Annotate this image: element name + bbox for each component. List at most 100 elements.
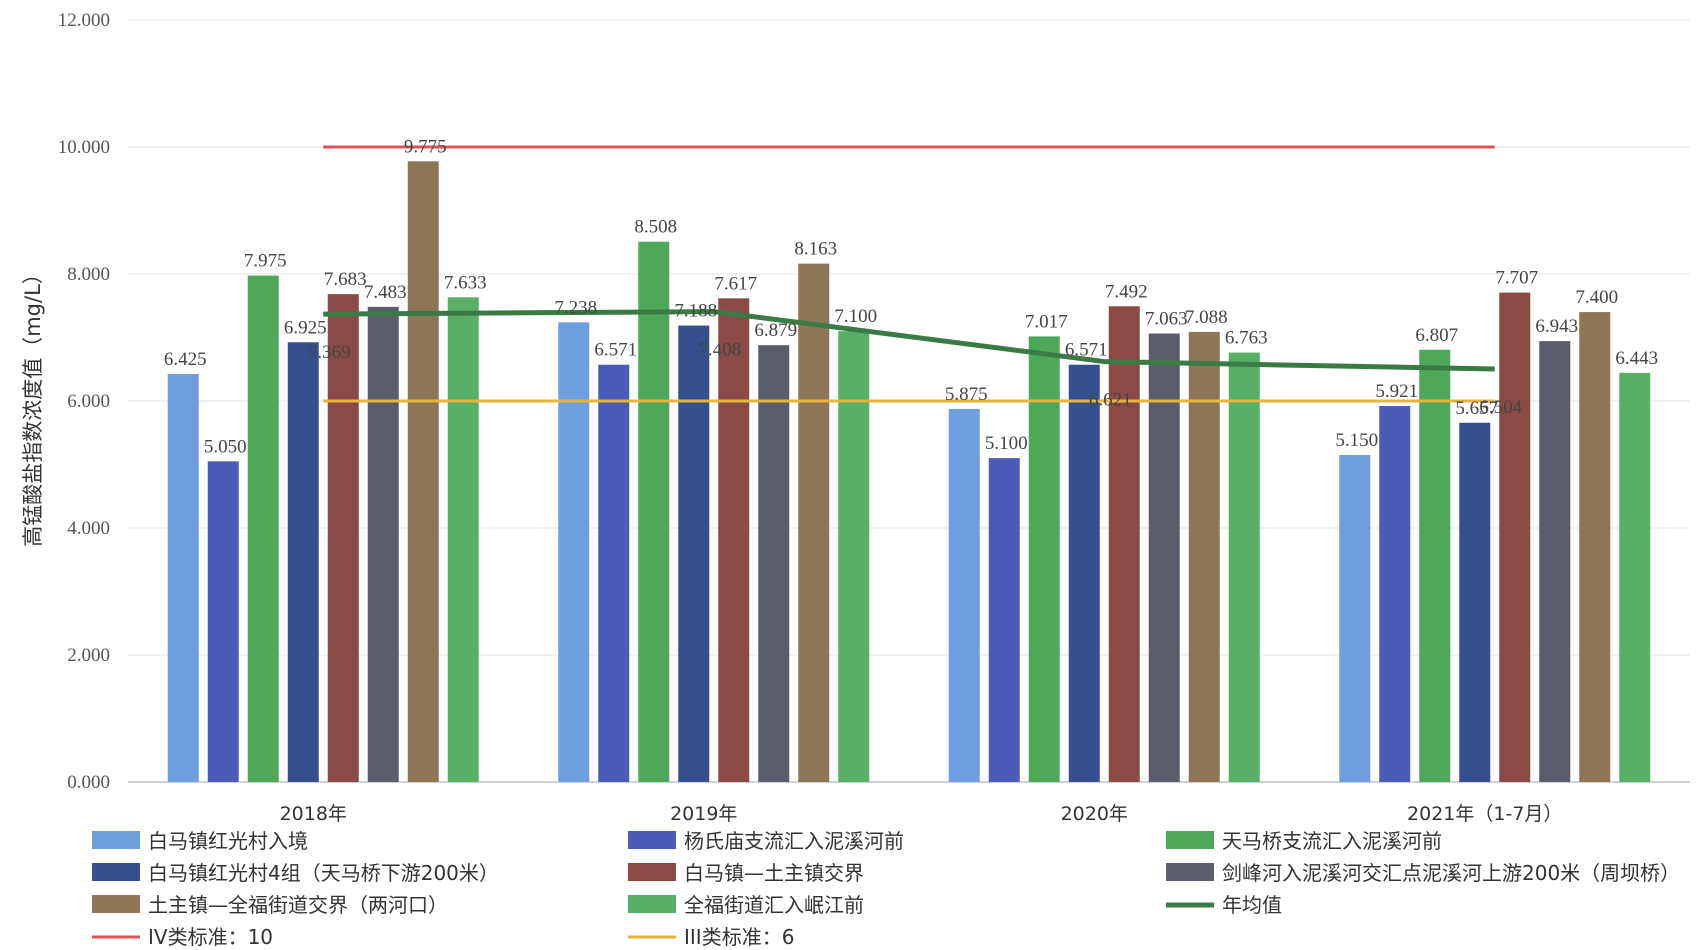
bar — [1379, 406, 1411, 782]
bar-value-label: 6.943 — [1535, 316, 1578, 337]
bar-value-label: 6.571 — [594, 340, 637, 361]
x-category-label: 2021年（1-7月） — [1407, 803, 1562, 825]
bar-value-label: 6.763 — [1225, 328, 1268, 349]
bar — [207, 461, 239, 782]
y-tick-label: 12.000 — [58, 10, 110, 31]
bar-value-label: 5.100 — [985, 433, 1028, 454]
bar-value-label: 8.163 — [794, 239, 837, 260]
legend-swatch — [628, 863, 676, 881]
bar — [1539, 341, 1571, 782]
bar — [1188, 331, 1220, 782]
bar-value-label: 6.879 — [754, 320, 797, 341]
bar — [407, 161, 439, 783]
bar — [367, 306, 399, 782]
bar — [327, 294, 359, 782]
bar — [758, 345, 790, 782]
bar-value-label: 7.400 — [1575, 287, 1618, 308]
bar-value-label: 7.017 — [1025, 311, 1068, 332]
legend-label: 杨氏庙支流汇入泥溪河前 — [684, 829, 904, 853]
bar-value-label: 5.150 — [1335, 430, 1378, 451]
bar-value-label: 7.492 — [1105, 281, 1148, 302]
bar-value-label: 5.050 — [204, 436, 247, 457]
bar-value-label: 8.508 — [634, 217, 677, 238]
y-tick-label: 4.000 — [67, 518, 110, 539]
bar-value-label: 6.925 — [284, 317, 327, 338]
legend-swatch — [92, 831, 140, 849]
bars — [167, 161, 1651, 783]
legend-label: 剑峰河入泥溪河交汇点泥溪河上游200米（周坝桥） — [1222, 861, 1680, 885]
legend-swatch — [628, 831, 676, 849]
legend-label: 白马镇红光村入境 — [148, 829, 308, 853]
bar — [167, 374, 199, 782]
bar — [1068, 364, 1100, 782]
bar-value-label: 6.443 — [1615, 348, 1658, 369]
y-axis-ticks: 0.000 2.000 4.000 6.000 8.000 10.000 12.000 — [58, 10, 110, 793]
legend-swatch — [92, 863, 140, 881]
bar — [678, 325, 710, 782]
y-tick-label: 10.000 — [58, 137, 110, 158]
bar-value-label: 7.633 — [444, 272, 487, 293]
legend-label: 全福街道汇入岷江前 — [684, 893, 864, 917]
bar — [1619, 372, 1651, 782]
average-value-label: 7.369 — [308, 342, 351, 363]
bar-value-label: 5.921 — [1375, 381, 1418, 402]
x-category-label: 2020年 — [1061, 803, 1128, 825]
y-tick-label: 6.000 — [67, 391, 110, 412]
legend: 白马镇红光村入境 杨氏庙支流汇入泥溪河前 天马桥支流汇入泥溪河前白马镇红光村4组（天… — [92, 829, 1680, 949]
bar-value-label: 7.617 — [714, 273, 757, 294]
bar — [598, 364, 630, 782]
bar-value-label: 7.188 — [674, 301, 717, 322]
average-value-label: 7.408 — [698, 340, 741, 361]
average-line-path — [323, 309, 1495, 372]
legend-label: 天马桥支流汇入泥溪河前 — [1222, 829, 1442, 853]
legend-label: 土主镇—全福街道交界（两河口） — [148, 893, 448, 917]
y-tick-label: 2.000 — [67, 645, 110, 666]
average-line — [323, 309, 1495, 372]
bar-value-label: 7.483 — [364, 282, 407, 303]
average-value-label: 6.621 — [1089, 390, 1132, 411]
legend-label: 年均值 — [1222, 893, 1282, 917]
bar-value-label: 7.707 — [1495, 268, 1538, 289]
bar — [718, 298, 750, 782]
reference-lines — [323, 145, 1495, 403]
legend-swatch — [1166, 863, 1214, 881]
y-tick-label: 0.000 — [67, 772, 110, 793]
bar — [558, 322, 590, 782]
bar-value-label: 7.063 — [1145, 308, 1188, 329]
bar — [838, 331, 870, 782]
y-tick-label: 8.000 — [67, 264, 110, 285]
bar-value-label: 7.088 — [1185, 307, 1228, 328]
legend-swatch — [1166, 831, 1214, 849]
bar — [798, 263, 830, 782]
bar-value-label: 7.238 — [554, 297, 597, 318]
bar — [1228, 352, 1260, 782]
bar-value-label: 7.100 — [834, 306, 877, 327]
bar — [988, 458, 1020, 782]
bar — [1339, 454, 1371, 782]
bar-value-label: 9.775 — [404, 136, 447, 157]
bar — [1459, 422, 1491, 782]
bar — [1028, 336, 1060, 782]
bar — [1579, 312, 1611, 782]
bar — [1108, 306, 1140, 782]
bar — [247, 275, 279, 782]
bar-value-label: 6.425 — [164, 349, 207, 370]
bar — [948, 408, 980, 782]
legend-swatch — [628, 895, 676, 913]
bar-value-label: 6.571 — [1065, 340, 1108, 361]
bar — [638, 241, 670, 782]
bar — [1499, 292, 1531, 782]
legend-label: 白马镇红光村4组（天马桥下游200米） — [148, 861, 499, 885]
bar-value-label: 5.657 — [1455, 398, 1498, 419]
legend-label: IV类标准：10 — [148, 925, 273, 949]
y-axis-title: 高锰酸盐指数浓度值（mg/L） — [21, 263, 45, 547]
bar-value-label: 6.807 — [1415, 325, 1458, 346]
x-axis-categories: 2018年 2019年 2020年 2021年（1-7月） — [280, 803, 1563, 825]
x-category-label: 2018年 — [280, 803, 347, 825]
bar-value-label: 7.683 — [324, 269, 367, 290]
average-value-label: 6.504 — [1479, 397, 1522, 418]
legend-label: III类标准：6 — [684, 925, 794, 949]
bar — [447, 297, 479, 782]
